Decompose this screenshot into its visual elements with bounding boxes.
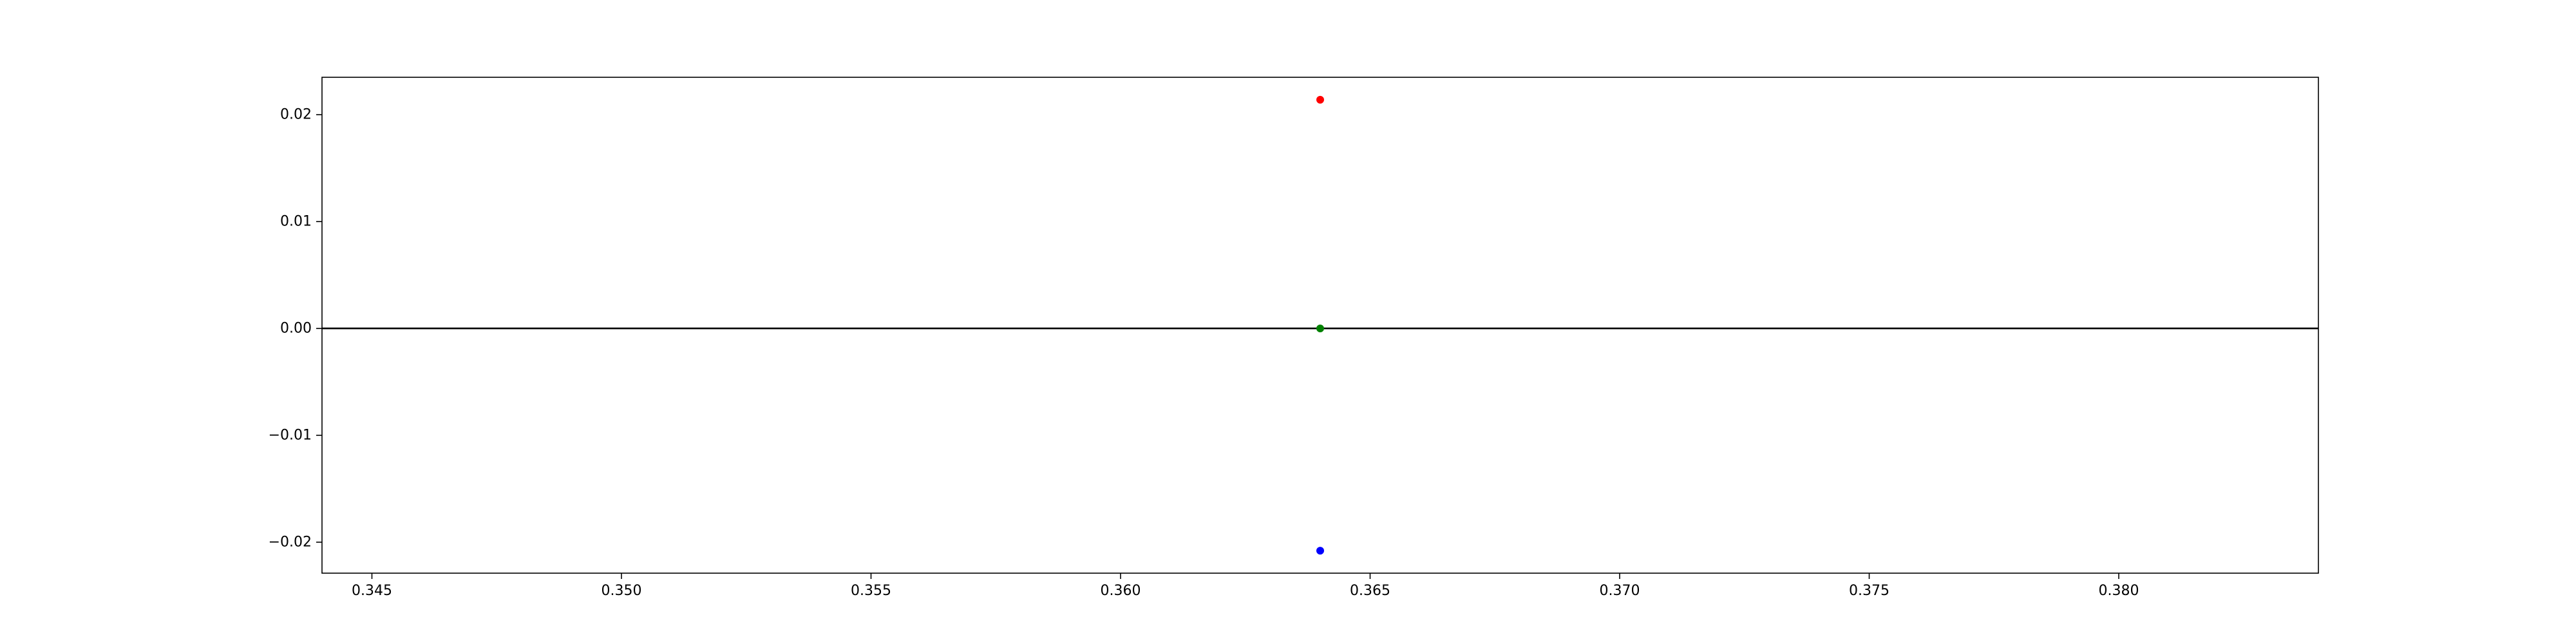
- x-tick-label: 0.350: [601, 583, 642, 599]
- x-tick-label: 0.360: [1101, 583, 1141, 599]
- y-tick-label: −0.01: [269, 427, 312, 443]
- x-tick-label: 0.380: [2099, 583, 2139, 599]
- x-tick-label: 0.370: [1600, 583, 1640, 599]
- point-green: [1316, 324, 1324, 332]
- y-tick-label: 0.02: [280, 107, 312, 123]
- x-tick-label: 0.375: [1849, 583, 1889, 599]
- y-axis: 0.02 0.01 0.00 −0.01 −0.02: [269, 107, 322, 550]
- y-tick-label: −0.02: [269, 534, 312, 550]
- plot-area-frame: [321, 77, 2319, 574]
- x-tick-label: 0.345: [352, 583, 392, 599]
- point-red: [1316, 95, 1324, 104]
- x-tick-label: 0.355: [851, 583, 891, 599]
- y-tick-label: 0.00: [280, 320, 312, 336]
- point-blue: [1316, 547, 1324, 555]
- data-points: [1316, 95, 1324, 555]
- x-axis: 0.345 0.350 0.355 0.360 0.365 0.370 0.375 0.380: [352, 573, 2139, 599]
- x-tick-label: 0.365: [1350, 583, 1390, 599]
- y-tick-label: 0.01: [280, 214, 312, 230]
